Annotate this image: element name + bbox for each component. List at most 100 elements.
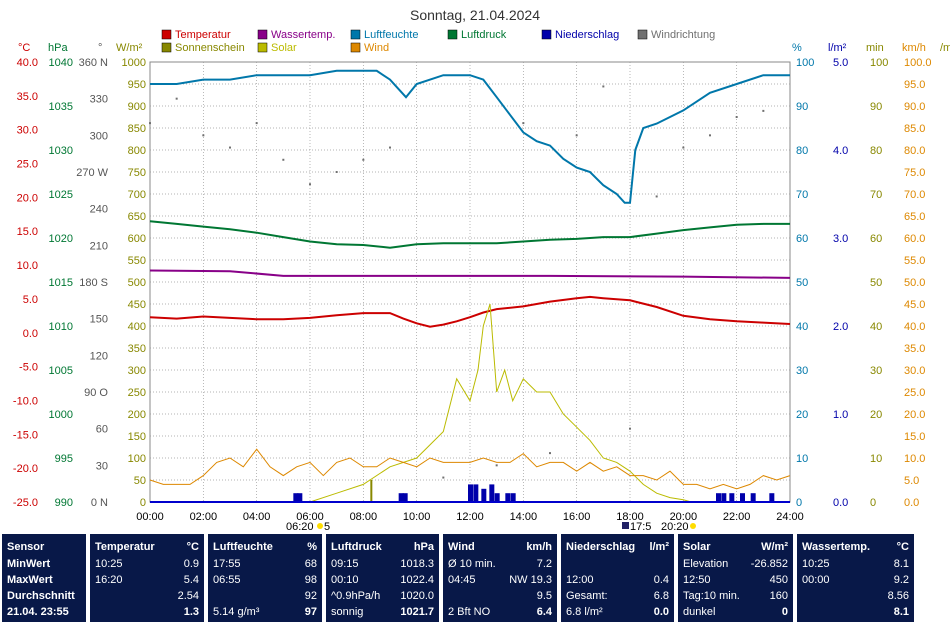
y-tick-label: 1.0 xyxy=(833,409,848,421)
x-tick-label: 12:00 xyxy=(456,511,484,523)
y-tick-label: 800 xyxy=(128,145,146,157)
panel-row-label: Tag:10 min. xyxy=(683,590,740,602)
y-tick-label: 65.0 xyxy=(904,211,925,223)
rain-bar xyxy=(297,493,303,502)
y-tick-label: 20 xyxy=(796,409,808,421)
panel-row-label: Gesamt: xyxy=(566,590,608,602)
wind-direction-point xyxy=(255,122,258,125)
rain-bar xyxy=(293,493,299,502)
panel-cell: Solar W/m² Elevation -26.852 12:50 450 Tag:10 … xyxy=(678,534,793,622)
y-tick-label: 60 xyxy=(796,233,808,245)
panel-row-value: NW 19.3 xyxy=(509,574,552,586)
panel-row-label: Durchschnitt xyxy=(7,590,75,602)
y-tick-label: 50 xyxy=(134,475,146,487)
rain-bar xyxy=(729,493,735,502)
series-line-luftdruck xyxy=(149,220,790,249)
panel-row-label: dunkel xyxy=(683,606,716,618)
y-tick-label: 250 xyxy=(128,387,146,399)
wind-direction-point xyxy=(309,183,311,186)
panel-row-label: 00:00 xyxy=(802,574,830,586)
panel-cell: Niederschlag l/m² 12:00 0.4 Gesamt: 6.8 6.8 l/… xyxy=(561,534,674,622)
panel-row-label: 21.04. 23:55 xyxy=(7,606,69,618)
y-tick-label: 1025 xyxy=(49,189,73,201)
y-tick-label: 40 xyxy=(796,321,808,333)
panel-row: 09:15 1018.3 xyxy=(326,558,439,572)
wind-direction-point xyxy=(762,109,765,112)
y-tick-label: -25.0 xyxy=(13,497,38,509)
sunrise-label: 06:20 xyxy=(286,521,314,530)
y-tick-label: 10.0 xyxy=(904,453,925,465)
wind-direction-point xyxy=(602,85,605,88)
panel-row-value: 6.4 xyxy=(536,606,552,618)
y-tick-label: 80 xyxy=(796,145,808,157)
y-tick-label: 1030 xyxy=(49,145,73,157)
y-tick-label: 85.0 xyxy=(904,123,925,135)
y-tick-label: 995 xyxy=(55,453,73,465)
panel-row-label: Ø 10 min. xyxy=(448,558,496,570)
y-tick-label: 50 xyxy=(870,277,882,289)
y-tick-label: 30.0 xyxy=(17,125,38,137)
y-unit-label: l/m² xyxy=(828,42,847,54)
panel-row-value: 98 xyxy=(304,574,317,586)
panel-row-label: 17:55 xyxy=(213,558,241,570)
panel-row-value: 9.5 xyxy=(536,590,552,602)
series-line-wassertemp xyxy=(149,269,791,279)
y-tick-label: 1000 xyxy=(122,57,146,69)
x-tick-label: 06:00 xyxy=(296,511,324,523)
panel-row-value: 0 xyxy=(781,606,788,618)
x-axis: 00:00 02:00 04:00 06:00 08:00 10:00 12:00 14:00… xyxy=(136,511,804,530)
y-tick-label: 10.0 xyxy=(17,260,38,272)
y-tick-label: 2.0 xyxy=(833,321,848,333)
legend-label: Windrichtung xyxy=(651,29,715,41)
x-tick-label: 16:00 xyxy=(563,511,591,523)
y-tick-label: 120 xyxy=(90,350,108,362)
panel-row-value: 68 xyxy=(304,558,317,570)
panel-row-value: 160 xyxy=(769,590,788,602)
panel-row: 00:10 1022.4 xyxy=(326,574,439,588)
series-line-temperatur xyxy=(149,295,791,328)
wind-direction-point xyxy=(709,134,711,137)
y-tick-label: 40.0 xyxy=(904,321,925,333)
panel-header: Temperatur xyxy=(95,541,155,553)
wind-direction-point xyxy=(629,427,631,430)
panel-row-label: ^0.9hPa/h xyxy=(331,590,381,602)
rain-bar xyxy=(489,484,495,502)
y-tick-label: 90 xyxy=(870,101,882,113)
y-tick-label: 30 xyxy=(96,460,108,472)
rain-bar xyxy=(402,493,408,502)
y-tick-label: 0 N xyxy=(91,497,108,509)
panel-row: ^0.9hPa/h 1020.0 xyxy=(326,590,439,604)
summary-panel: Sensor MinWert MaxWert Durchschnitt 21.04. 2… xyxy=(0,531,950,625)
y-tick-label: 90 O xyxy=(84,387,108,399)
y-tick-label: 5.0 xyxy=(833,57,848,69)
x-tick-label: 24:00 xyxy=(776,511,804,523)
y-unit-label: W/m² xyxy=(116,42,143,54)
panel-row: dunkel 0 xyxy=(678,606,793,620)
y-tick-label: 20.0 xyxy=(17,192,38,204)
y-tick-label: 750 xyxy=(128,167,146,179)
panel-row-value: 97 xyxy=(304,606,317,618)
y-tick-label: 1020 xyxy=(49,233,73,245)
panel-row: 2.54 xyxy=(90,590,204,604)
wind-direction-point xyxy=(362,158,365,161)
sun-icon xyxy=(317,523,323,529)
panel-unit: °C xyxy=(896,541,909,553)
rain-bar xyxy=(494,493,500,502)
panel-row-label: 06:55 xyxy=(213,574,241,586)
y-tick-label: 40.0 xyxy=(17,57,38,69)
y-unit-label: hPa xyxy=(48,42,68,54)
panel-unit: W/m² xyxy=(761,541,788,553)
y-tick-label: 70.0 xyxy=(904,189,925,201)
panel-row xyxy=(561,558,674,572)
panel-row-label: 5.14 g/m³ xyxy=(213,606,260,618)
panel-row: sonnig 1021.7 xyxy=(326,606,439,620)
y-tick-label: 150 xyxy=(128,431,146,443)
y-tick-label: 50 xyxy=(796,277,808,289)
rain-bar xyxy=(769,493,775,502)
rain-bar xyxy=(721,493,727,502)
panel-row-value: 1018.3 xyxy=(400,558,434,570)
rain-bar xyxy=(716,493,721,502)
panel-row: Gesamt: 6.8 xyxy=(561,590,674,604)
panel-row-value: 5.4 xyxy=(183,574,199,586)
rain-bar xyxy=(740,493,745,502)
